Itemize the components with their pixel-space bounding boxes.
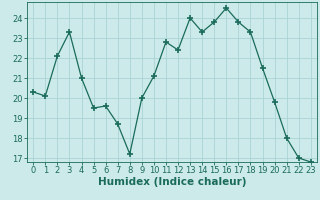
X-axis label: Humidex (Indice chaleur): Humidex (Indice chaleur): [98, 177, 246, 187]
